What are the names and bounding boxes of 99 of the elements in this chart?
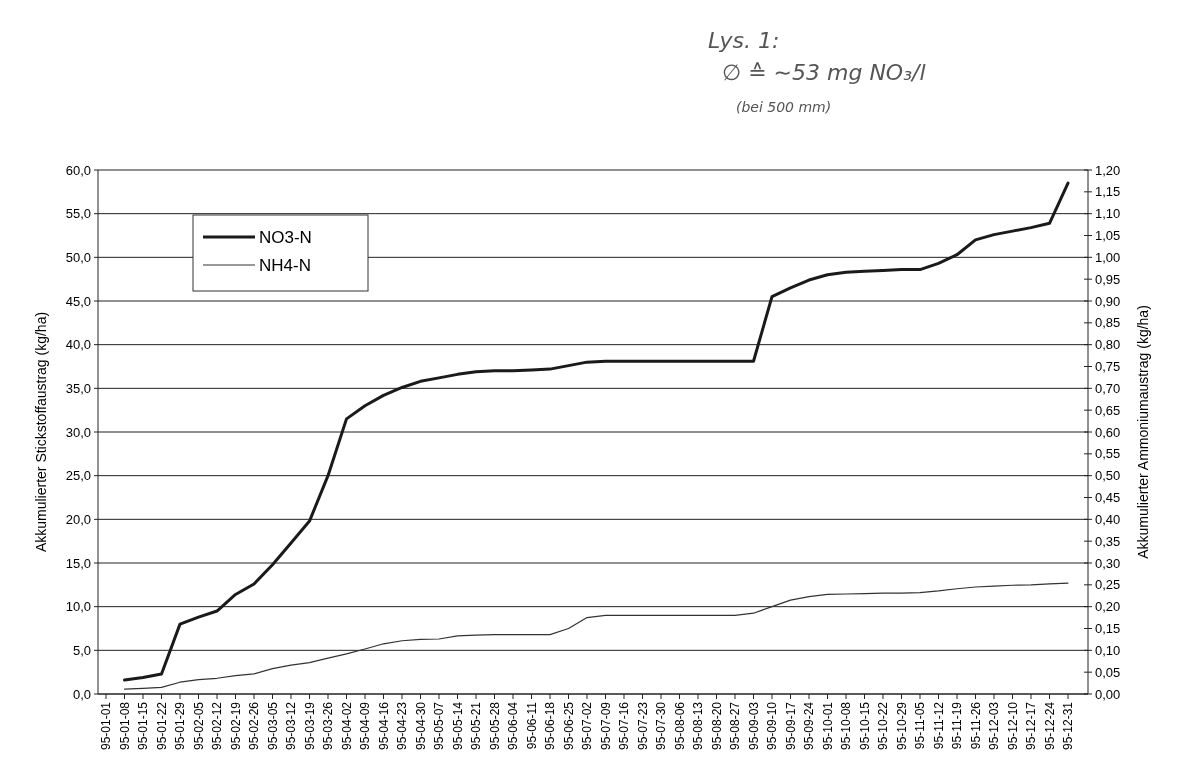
y-tick-label: 15,0 [65,555,91,571]
x-tick-label: 95-11-12 [931,701,946,750]
x-tick-label: 95-06-04 [506,701,521,751]
x-tick-label: 95-09-24 [802,701,817,751]
x-tick-label: 95-05-14 [450,701,465,751]
x-tick-label: 95-07-16 [617,701,632,751]
x-tick-label: 95-05-07 [432,701,447,751]
y2-tick-label: 0,40 [1095,511,1121,527]
y-tick-label: 25,0 [65,468,91,484]
y2-tick-label: 0,45 [1095,490,1121,506]
y-tick-label: 35,0 [65,380,91,396]
y2-tick-label: 0,60 [1095,424,1121,440]
x-tick-label: 95-08-20 [709,701,724,751]
x-tick-label: 95-02-26 [247,701,262,751]
y2-tick-label: 0,10 [1095,642,1121,658]
x-tick-label: 95-05-21 [469,701,484,751]
y2-tick-label: 0,35 [1095,533,1121,549]
y2-tick-label: 1,00 [1095,249,1121,265]
x-tick-label: 95-04-02 [339,701,354,751]
x-tick-label: 95-09-10 [765,701,780,751]
x-tick-label: 95-01-22 [154,701,169,751]
x-tick-label: 95-12-10 [1005,701,1020,751]
y2-tick-label: 0,70 [1095,380,1121,396]
y2-tick-label: 0,00 [1095,686,1121,702]
x-tick-label: 95-10-15 [857,701,872,751]
x-tick-label: 95-07-09 [598,701,613,751]
y2-tick-label: 1,05 [1095,228,1121,244]
x-tick-label: 95-11-05 [913,701,928,750]
text: (bei 500 mm) [736,99,832,115]
text: Lys. 1: [708,28,780,53]
y2-tick-label: 0,05 [1095,664,1121,680]
y-tick-label: 45,0 [65,293,91,309]
x-tick-label: 95-07-30 [654,701,669,751]
x-tick-label: 95-03-19 [302,701,317,751]
x-tick-label: 95-02-05 [191,701,206,751]
x-tick-label: 95-01-08 [117,701,132,751]
x-tick-label: 95-12-03 [987,701,1002,751]
x-tick-label: 95-07-02 [580,701,595,751]
x-tick-label: 95-06-11 [524,701,539,750]
x-tick-label: 95-09-17 [783,701,798,751]
x-tick-label: 95-04-16 [376,701,391,751]
x-tick-label: 95-11-19 [950,701,965,750]
y2-tick-label: 1,15 [1095,184,1121,200]
x-tick-label: 95-06-18 [543,701,558,751]
x-tick-label: 95-07-23 [635,701,650,751]
x-tick-label: 95-06-25 [561,701,576,751]
x-tick-label: 95-08-13 [691,701,706,751]
x-tick-label: 95-04-23 [395,701,410,751]
x-tick-label: 95-08-06 [672,701,687,751]
y-tick-label: 0,0 [72,686,91,702]
y-tick-label: 5,0 [72,642,91,658]
legend-label: NH4-N [259,255,311,275]
legend-label: NO3-N [259,227,312,247]
x-tick-label: 95-01-29 [173,701,188,751]
x-tick-label: 95-01-01 [99,701,114,751]
x-tick-label: 95-10-01 [820,701,835,751]
x-tick-label: 95-09-03 [746,701,761,751]
y-axis-title: Akkumulierter Stickstoffaustrag (kg/ha) [33,311,49,553]
y2-tick-label: 0,30 [1095,555,1121,571]
y-tick-label: 50,0 [65,249,91,265]
y2-axis-title: Akkumulierter Ammoniumaustrag (kg/ha) [1135,305,1151,559]
x-tick-label: 95-12-24 [1042,701,1057,751]
y2-tick-label: 0,80 [1095,337,1121,353]
text: ∅ ≙ ∼53 mg NO₃/l [722,60,926,85]
y2-tick-label: 1,20 [1095,162,1121,178]
x-tick-label: 95-02-19 [228,701,243,751]
y2-tick-label: 0,75 [1095,359,1121,375]
y-tick-label: 20,0 [65,511,91,527]
x-tick-label: 95-04-30 [413,701,428,751]
y2-tick-label: 0,65 [1095,402,1121,418]
x-tick-label: 95-08-27 [728,701,743,751]
y-tick-label: 40,0 [65,337,91,353]
y2-tick-label: 0,20 [1095,599,1121,615]
y2-tick-label: 0,90 [1095,293,1121,309]
x-tick-label: 95-05-28 [487,701,502,751]
y-tick-label: 10,0 [65,599,91,615]
y2-tick-label: 0,55 [1095,446,1121,462]
y2-tick-label: 1,10 [1095,206,1121,222]
y2-tick-label: 0,15 [1095,621,1121,637]
line-series [123,582,1069,690]
y2-tick-label: 0,25 [1095,577,1121,593]
x-tick-label: 95-03-26 [321,701,336,751]
x-tick-label: 95-11-26 [968,701,983,750]
x-tick-label: 95-01-15 [136,701,151,751]
x-tick-label: 95-10-22 [876,701,891,751]
y-tick-label: 60,0 [65,162,91,178]
x-tick-label: 95-10-29 [894,701,909,751]
x-tick-label: 95-10-08 [839,701,854,751]
x-tick-label: 95-04-09 [358,701,373,751]
y2-tick-label: 0,95 [1095,271,1121,287]
x-tick-label: 95-02-12 [210,701,225,751]
x-tick-label: 95-12-31 [1061,701,1076,751]
y-tick-label: 30,0 [65,424,91,440]
y2-tick-label: 0,85 [1095,315,1121,331]
y2-tick-label: 0,50 [1095,468,1121,484]
y-tick-label: 55,0 [65,206,91,222]
x-tick-label: 95-12-17 [1024,701,1039,751]
x-tick-label: 95-03-05 [265,701,280,751]
x-tick-label: 95-03-12 [284,701,299,751]
